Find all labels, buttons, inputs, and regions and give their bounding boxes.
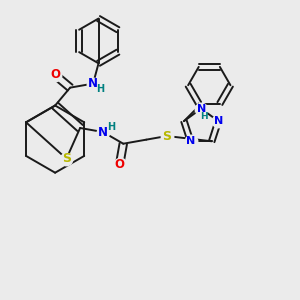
Text: N: N bbox=[88, 77, 98, 90]
Text: H: H bbox=[200, 112, 207, 121]
Text: N: N bbox=[196, 103, 206, 114]
Text: N: N bbox=[98, 125, 108, 139]
Text: S: S bbox=[62, 152, 71, 165]
Text: N: N bbox=[186, 136, 195, 146]
Text: O: O bbox=[115, 158, 124, 171]
Text: H: H bbox=[107, 122, 115, 132]
Text: H: H bbox=[96, 84, 104, 94]
Text: N: N bbox=[214, 116, 223, 126]
Text: O: O bbox=[50, 68, 60, 81]
Text: S: S bbox=[162, 130, 171, 142]
